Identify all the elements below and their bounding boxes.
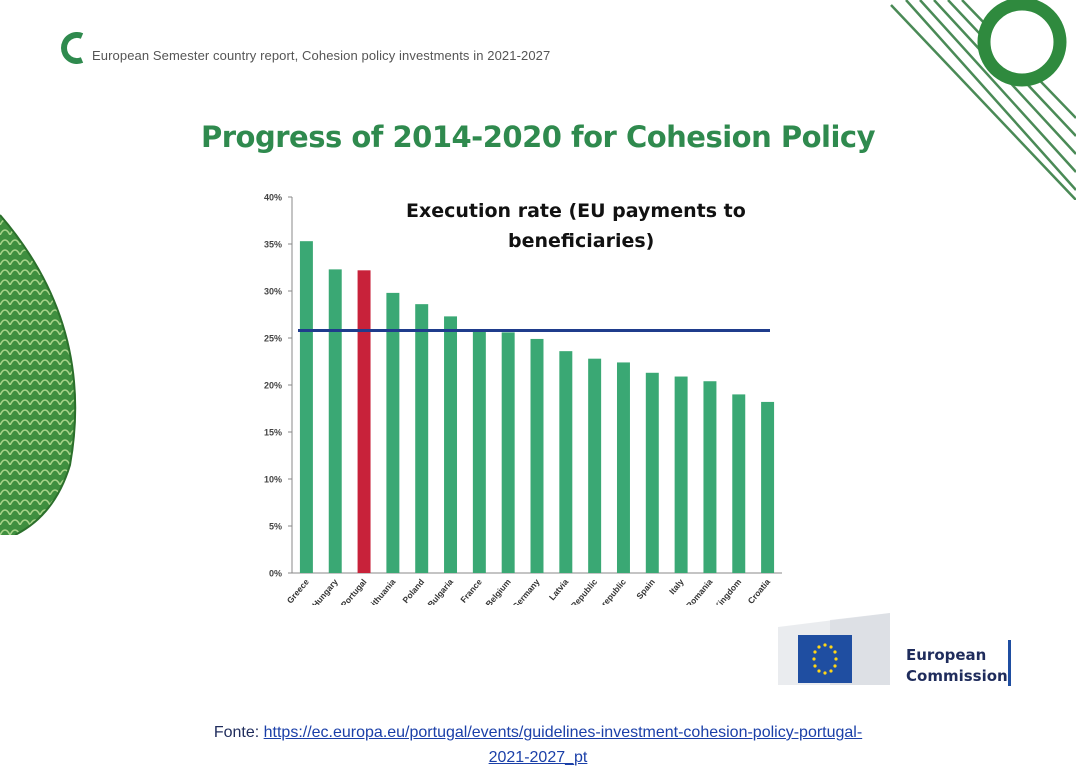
leaf-decoration — [0, 214, 77, 535]
x-tick-label: Portugal — [339, 577, 369, 605]
x-tick-label: Romania — [684, 577, 715, 605]
european-commission-label: European Commission — [906, 645, 1008, 687]
bar-germany — [530, 338, 544, 573]
y-tick-label: 35% — [264, 240, 282, 250]
ec-label-line1: European — [906, 646, 987, 664]
bar-belgium — [501, 332, 515, 573]
source-link-part1[interactable]: https://ec.europa.eu/portugal/events/gui… — [263, 724, 863, 741]
bar-latvia — [559, 351, 573, 573]
y-tick-label: 0% — [269, 569, 282, 579]
x-tick-label: Lithuania — [365, 577, 397, 605]
ec-divider — [1008, 640, 1011, 686]
y-tick-label: 25% — [264, 334, 282, 344]
x-tick-label: Italy — [667, 577, 686, 597]
x-tick-label: Belgium — [483, 577, 512, 605]
bar-bulgaria — [444, 316, 458, 573]
bar-hungary — [328, 269, 342, 573]
bar-romania — [703, 381, 717, 573]
x-tick-label: Greece — [285, 577, 311, 605]
ec-label-line2: Commission — [906, 667, 1008, 685]
chart-title-line2: beneficiaries) — [508, 230, 654, 252]
bar-greece — [299, 241, 313, 573]
source-link-part2[interactable]: 2021-2027_pt — [488, 749, 588, 766]
bar-spain — [645, 372, 659, 573]
footer-prefix: Fonte: — [213, 724, 264, 741]
chart-title-line1: Execution rate (EU payments to — [406, 200, 746, 222]
x-tick-label: Germany — [510, 577, 542, 605]
slide-title: Progress of 2014-2020 for Cohesion Polic… — [201, 120, 876, 154]
european-commission-logo — [778, 613, 890, 685]
bar-italy — [674, 376, 688, 573]
x-tick-label: Croatia — [746, 577, 773, 605]
x-tick-label: France — [458, 577, 484, 605]
execution-rate-chart: 0%5%10%15%20%25%30%35%40%GreeceHungaryPo… — [264, 193, 782, 605]
x-tick-label: Spain — [634, 577, 657, 601]
x-tick-label: Bulgaria — [426, 577, 456, 605]
y-tick-label: 30% — [264, 287, 282, 297]
bar-croatia — [761, 401, 775, 573]
x-tick-label: Latvia — [547, 577, 571, 602]
x-tick-label: Hungary — [310, 577, 340, 605]
y-tick-label: 10% — [264, 475, 282, 485]
y-tick-label: 5% — [269, 522, 282, 532]
ring-decoration — [890, 0, 1076, 200]
x-tick-label: Poland — [400, 577, 426, 605]
y-tick-label: 20% — [264, 381, 282, 391]
bar-france — [472, 329, 486, 573]
bar-united-kingdom — [732, 394, 746, 573]
bar-slovak-republic — [616, 362, 630, 573]
bar-czech-republic — [588, 358, 602, 573]
bar-portugal — [357, 270, 371, 573]
y-tick-label: 15% — [264, 428, 282, 438]
bar-poland — [415, 304, 429, 573]
brand-logo-icon — [61, 32, 84, 64]
y-tick-label: 40% — [264, 193, 282, 203]
source-footer: Fonte: https://ec.europa.eu/portugal/eve… — [0, 720, 1076, 770]
bar-lithuania — [386, 292, 400, 573]
header-subtitle: European Semester country report, Cohesi… — [92, 48, 551, 63]
